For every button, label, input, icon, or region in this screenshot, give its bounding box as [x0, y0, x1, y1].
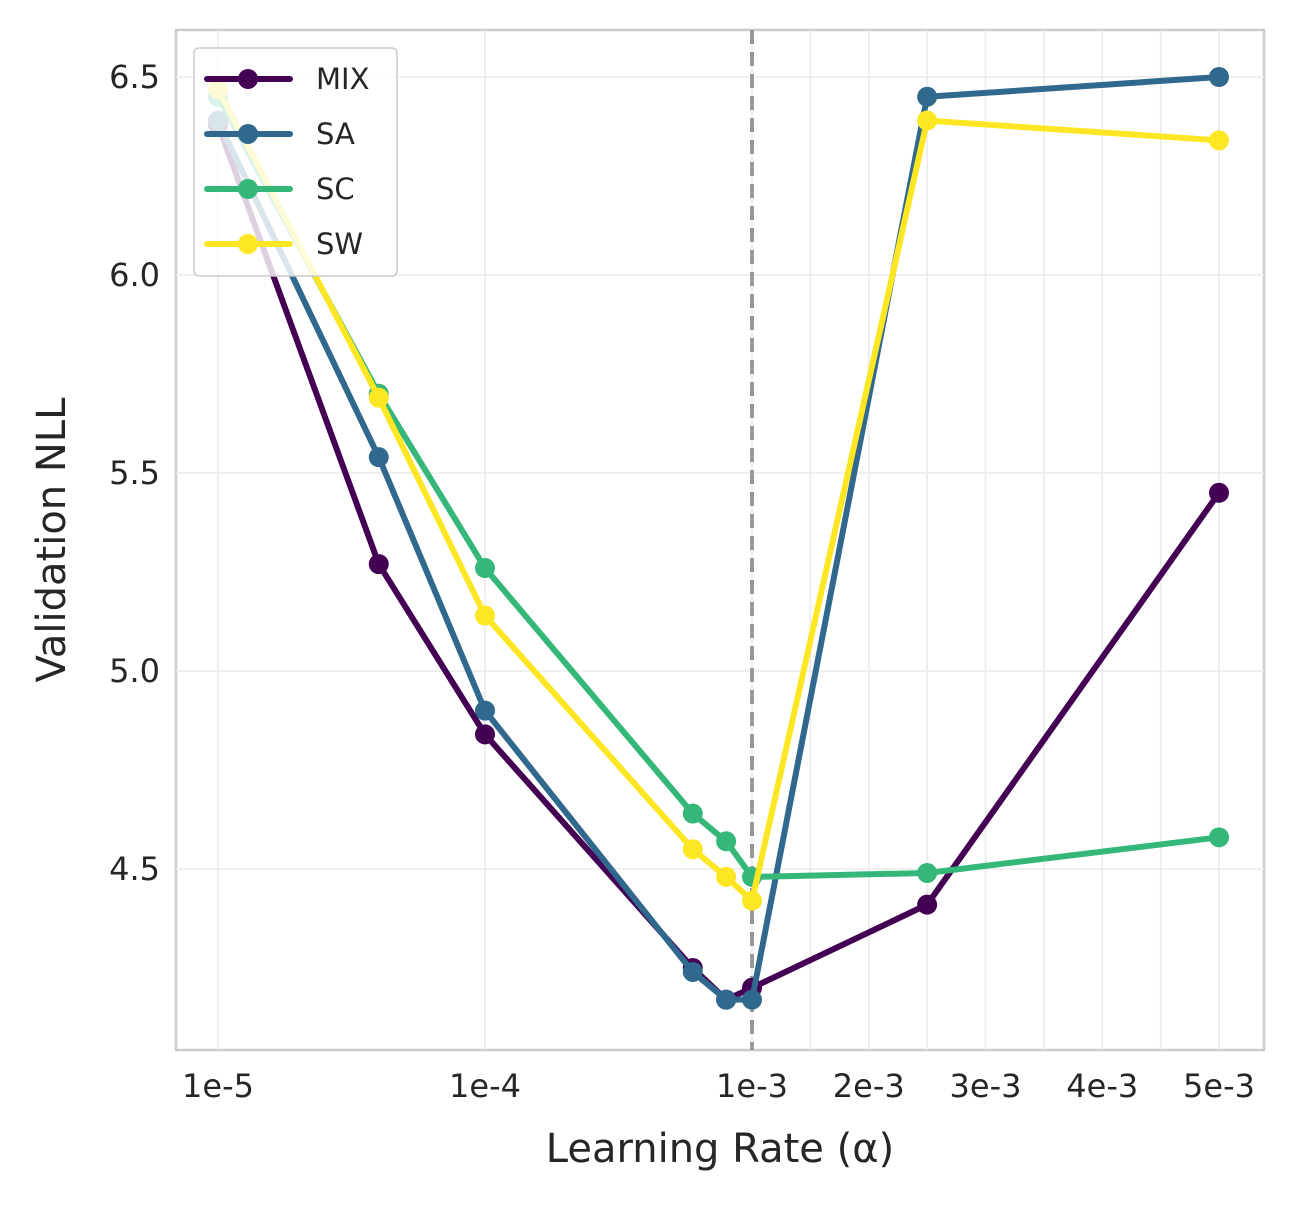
legend-box: [193, 47, 398, 277]
y-axis-label: Validation NLL: [29, 397, 75, 682]
data-point-mix: [917, 894, 938, 915]
x-tick-label: 2e-3: [833, 1067, 905, 1105]
legend: MIX SA SC SW: [193, 47, 398, 277]
series-line-sw: [215, 85, 1222, 904]
legend-marker: [238, 179, 258, 199]
data-point-sw: [716, 866, 737, 887]
data-point-sw: [368, 387, 389, 408]
x-tick-label: 1e-3: [716, 1067, 788, 1105]
data-point-sc: [682, 803, 703, 824]
data-point-mix: [475, 724, 495, 745]
x-tick-label: 4e-3: [1066, 1067, 1138, 1105]
x-tick-label: 3e-3: [950, 1067, 1022, 1105]
y-tick-label: 6.0: [109, 256, 160, 294]
legend-label: SC: [316, 172, 355, 206]
data-point-sa: [475, 700, 495, 721]
data-point-sa: [368, 447, 389, 468]
data-point-sc: [716, 831, 737, 852]
data-point-sw: [1209, 130, 1229, 151]
y-tick-label: 5.5: [109, 454, 160, 492]
legend-label: MIX: [316, 62, 369, 96]
data-point-sa: [1209, 67, 1229, 87]
grid-lines: [176, 30, 1264, 1050]
legend-label: SW: [316, 227, 363, 261]
data-point-sw: [682, 839, 703, 860]
y-tick-label: 6.5: [109, 58, 160, 96]
legend-item-sc: SC: [204, 172, 355, 206]
y-tick-label: 4.5: [109, 850, 160, 888]
data-point-sw: [742, 890, 762, 911]
data-point-sw: [475, 605, 495, 626]
legend-label: SA: [316, 117, 355, 151]
data-point-mix: [368, 554, 389, 575]
legend-marker: [238, 124, 258, 144]
axis-ticks: 1e-5 1e-4 1e-3 2e-3 3e-3 4e-3 5e-3 4.5 5.0 5.5 6.0…: [109, 58, 1255, 1105]
legend-item-mix: MIX: [204, 62, 369, 96]
legend-item-sa: SA: [204, 117, 355, 151]
x-tick-label: 5e-3: [1183, 1067, 1255, 1105]
data-point-sc: [475, 558, 495, 579]
data-point-sa: [917, 86, 938, 107]
x-tick-label: 1e-4: [449, 1067, 521, 1105]
series-sw: [208, 78, 1229, 911]
y-tick-label: 5.0: [109, 652, 160, 690]
data-point-sc: [1209, 827, 1229, 848]
data-point-sa: [742, 989, 762, 1010]
data-point-mix: [1209, 482, 1229, 503]
x-axis-label: Learning Rate (α): [546, 1126, 894, 1172]
x-tick-label: 1e-5: [182, 1067, 254, 1105]
data-point-sc: [917, 862, 938, 883]
legend-marker: [238, 234, 258, 254]
legend-marker: [238, 69, 258, 89]
data-point-sa: [716, 989, 737, 1010]
series-line-sc: [215, 93, 1222, 880]
legend-item-sw: SW: [204, 227, 363, 261]
data-point-sa: [682, 961, 703, 982]
data-point-sw: [917, 110, 938, 131]
